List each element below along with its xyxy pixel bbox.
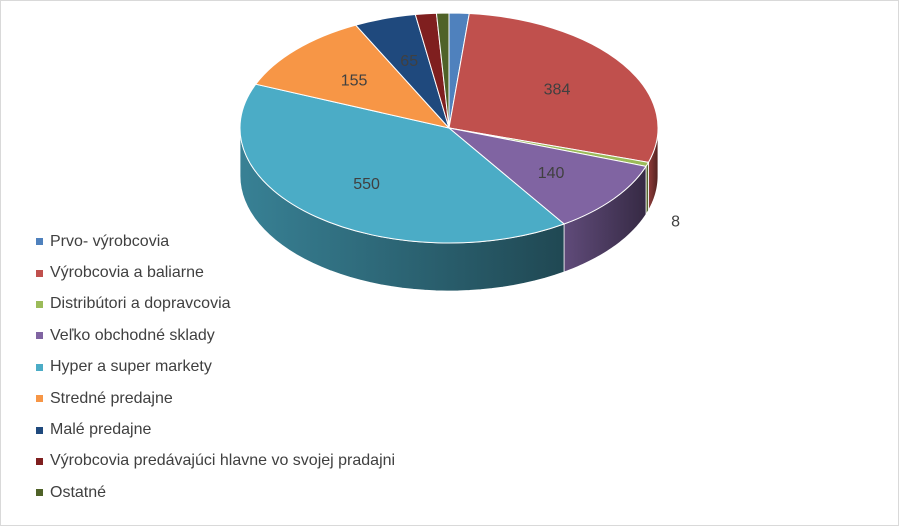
legend-swatch-3 — [36, 332, 43, 340]
legend-label-1: Výrobcovia a baliarne — [50, 264, 204, 282]
data-label-5: 155 — [341, 72, 368, 89]
legend-item-1: Výrobcovia a baliarne — [36, 257, 395, 288]
data-label-2: 8 — [671, 213, 680, 230]
pie-slice-4 — [239, 83, 566, 244]
data-label-8: 13 — [421, 0, 439, 3]
pie-slice-8 — [435, 12, 450, 129]
legend-swatch-2 — [36, 300, 43, 308]
legend-swatch-5 — [36, 395, 43, 403]
legend-label-4: Hyper a super markety — [50, 358, 212, 376]
legend-swatch-6 — [36, 426, 43, 434]
legend-item-2: Distribútori a dopravcovia — [36, 289, 395, 320]
legend-label-2: Distribútori a dopravcovia — [50, 295, 231, 313]
chart-legend: Prvo- výrobcovia Výrobcovia a baliarne Dis… — [36, 226, 395, 509]
data-label-0: 21 — [466, 0, 484, 3]
legend-label-7: Výrobcovia predávajúci hlavne vo svojej … — [50, 452, 396, 470]
legend-swatch-7 — [36, 457, 43, 465]
legend-label-8: Ostatné — [50, 483, 107, 501]
legend-item-5: Stredné predajne — [36, 383, 395, 414]
data-label-1: 384 — [544, 82, 571, 99]
legend-item-6: Malé predajne — [36, 414, 395, 445]
data-label-6: 65 — [400, 53, 418, 70]
legend-label-0: Prvo- výrobcovia — [50, 232, 170, 250]
data-label-3: 140 — [538, 165, 565, 182]
pie-slice-5 — [254, 24, 451, 129]
legend-item-4: Hyper a super markety — [36, 352, 395, 383]
legend-swatch-8 — [36, 489, 43, 497]
data-label-7: 22 — [402, 0, 420, 3]
pie-side-walls — [239, 127, 659, 292]
legend-item-8: Ostatné — [36, 477, 395, 508]
pie-top-faces — [239, 12, 659, 244]
legend-label-6: Malé predajne — [50, 421, 152, 439]
legend-swatch-1 — [36, 269, 43, 277]
pie-slice-1 — [448, 13, 659, 163]
pie-data-labels: 21 384 8 140 550 155 65 2213 — [341, 0, 680, 230]
legend-swatch-0 — [36, 238, 43, 246]
legend-swatch-4 — [36, 363, 43, 371]
legend-item-3: Veľko obchodné sklady — [36, 320, 395, 351]
legend-label-5: Stredné predajne — [50, 389, 173, 407]
data-label-4: 550 — [353, 176, 380, 193]
legend-item-0: Prvo- výrobcovia — [36, 226, 395, 257]
legend-item-7: Výrobcovia predávajúci hlavne vo svojej … — [36, 446, 395, 477]
legend-label-3: Veľko obchodné sklady — [50, 326, 215, 344]
pie-slice-3 — [448, 127, 647, 225]
